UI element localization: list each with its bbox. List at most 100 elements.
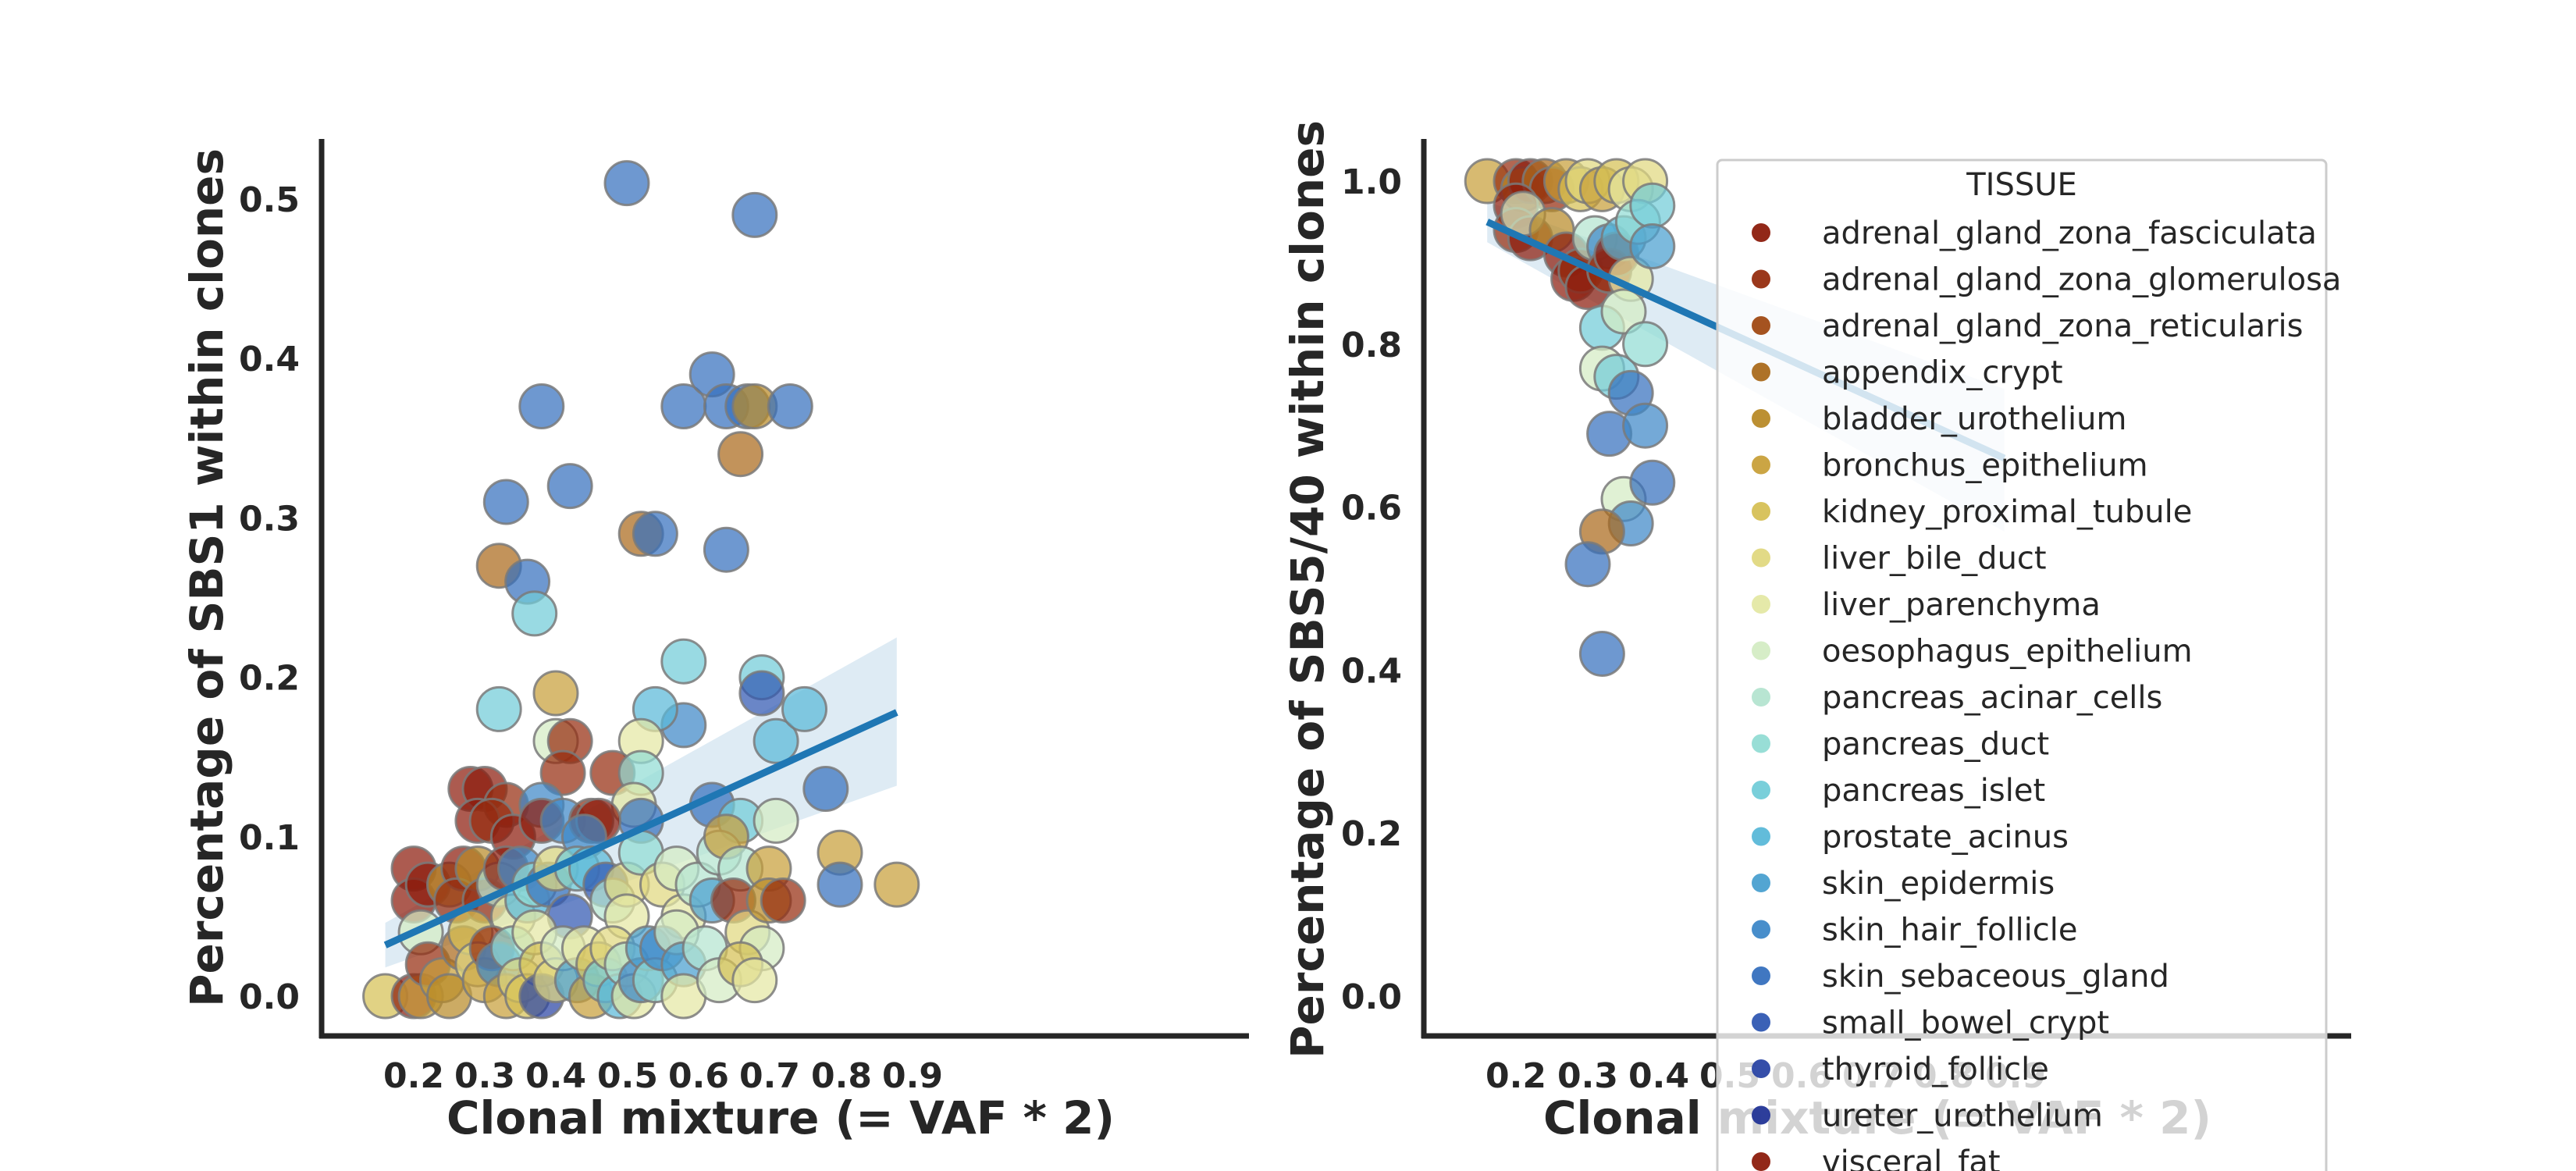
legend-box <box>1716 158 2328 1171</box>
data-point <box>760 877 806 924</box>
sbs5-40-x-tick-label: 0.2 <box>1485 1056 1546 1096</box>
data-point <box>802 766 849 812</box>
legend-label: adrenal_gland_zona_fasciculata <box>1822 215 2317 251</box>
legend-marker <box>1752 223 1770 242</box>
sbs1-y-tick-label: 0.0 <box>239 977 300 1017</box>
legend-label: adrenal_gland_zona_glomerulosa <box>1822 262 2341 298</box>
legend-marker <box>1752 595 1770 614</box>
sbs1-x-tick-label: 0.4 <box>525 1056 586 1096</box>
data-point <box>1564 541 1611 588</box>
legend-marker <box>1752 1059 1770 1078</box>
sbs1-x-tick-label: 0.6 <box>668 1056 729 1096</box>
sbs1-scatter-panel: 0.2 0.3 0.4 0.5 0.6 0.7 0.8 0.9 0.00.10.20.30.4… <box>180 139 1249 1144</box>
legend-label: pancreas_acinar_cells <box>1822 680 2162 716</box>
data-point <box>532 670 579 717</box>
legend-label: bladder_urothelium <box>1822 401 2126 437</box>
legend-marker <box>1752 874 1770 892</box>
legend-marker <box>1752 1105 1770 1125</box>
sbs1-y-axis-label: Percentage of SBS1 within clones <box>180 148 233 1007</box>
data-point <box>1578 631 1625 677</box>
legend-title: TISSUE <box>1966 167 2077 203</box>
sbs5-40-y-tick-label: 1.0 <box>1341 162 1402 202</box>
sbs5-40-y-tick-label: 0.4 <box>1341 651 1402 691</box>
legend-marker <box>1752 1013 1770 1032</box>
data-point <box>546 463 593 510</box>
legend-label: prostate_acinus <box>1822 820 2069 856</box>
data-point <box>475 685 522 732</box>
legend-label: kidney_proximal_tubule <box>1822 494 2192 530</box>
data-point <box>731 191 778 238</box>
legend-marker <box>1752 455 1770 475</box>
legend-label: skin_sebaceous_gland <box>1822 959 2169 995</box>
data-point <box>717 431 764 478</box>
sbs5-40-y-tick-label: 0.0 <box>1341 977 1402 1017</box>
legend-label: bronchus_epithelium <box>1822 448 2148 484</box>
data-point <box>731 957 778 1004</box>
legend-marker <box>1752 409 1770 428</box>
legend-marker <box>1752 362 1770 382</box>
legend-label: visceral_fat <box>1822 1144 2001 1171</box>
sbs1-x-tick-label: 0.7 <box>739 1056 800 1096</box>
legend-marker <box>1752 548 1770 568</box>
sbs5-40-x-tick-label: 0.3 <box>1557 1056 1618 1096</box>
legend-entries: adrenal_gland_zona_fasciculata adrenal_gl… <box>1752 215 2341 1171</box>
sbs5-40-y-axis-label: Percentage of SBS5/40 within clones <box>1281 120 1334 1059</box>
data-point <box>1629 223 1676 269</box>
sbs1-x-ticks: 0.2 0.3 0.4 0.5 0.6 0.7 0.8 0.9 <box>383 1056 943 1096</box>
data-point <box>817 861 863 908</box>
data-point <box>781 685 827 732</box>
data-point <box>767 383 813 429</box>
legend-marker <box>1752 966 1770 985</box>
data-point <box>1629 182 1676 229</box>
data-point <box>873 861 920 908</box>
sbs5-40-y-tick-label: 0.2 <box>1341 814 1402 854</box>
sbs5-40-x-tick-label: 0.4 <box>1628 1056 1689 1096</box>
legend-marker <box>1752 781 1770 799</box>
data-point <box>738 670 785 717</box>
data-point <box>753 797 799 844</box>
legend-label: ureter_urothelium <box>1822 1098 2103 1134</box>
legend-label: pancreas_duct <box>1822 727 2049 763</box>
sbs5-40-y-tick-label: 0.8 <box>1341 326 1402 365</box>
data-point <box>1600 288 1647 335</box>
sbs1-points <box>362 160 920 1020</box>
sbs1-fit-line <box>383 709 898 949</box>
sbs1-regression-line <box>383 709 898 949</box>
data-point <box>518 383 565 429</box>
data-point <box>1622 402 1669 449</box>
data-point <box>539 749 586 796</box>
sbs1-x-tick-label: 0.8 <box>811 1056 872 1096</box>
data-point <box>482 479 529 525</box>
legend-label: pancreas_islet <box>1822 773 2045 809</box>
legend-label: liver_parenchyma <box>1822 587 2101 623</box>
sbs5-40-y-ticks: 0.0 0.2 0.4 0.6 0.8 1.0 <box>1341 162 1402 1017</box>
sbs1-x-tick-label: 0.2 <box>383 1056 444 1096</box>
data-point <box>511 590 558 637</box>
sbs5-40-points <box>1464 158 1676 677</box>
legend-marker <box>1752 502 1770 521</box>
legend-marker <box>1752 920 1770 939</box>
sbs1-x-tick-label: 0.3 <box>454 1056 515 1096</box>
sbs1-x-axis-label: Clonal mixture (= VAF * 2) <box>447 1091 1115 1144</box>
data-point <box>703 526 749 573</box>
tissue-legend: TISSUE adrenal_gland_zona_fasciculataadr… <box>1716 158 2341 1171</box>
data-point <box>1629 459 1676 506</box>
legend-marker <box>1752 1152 1770 1171</box>
sbs1-y-ticks: 0.0 0.1 0.2 0.3 0.4 0.5 <box>239 180 300 1017</box>
legend-label: liver_bile_duct <box>1822 541 2047 577</box>
legend-marker <box>1752 316 1770 335</box>
sbs1-y-tick-label: 0.4 <box>239 340 300 379</box>
sbs1-y-tick-label: 0.3 <box>239 499 300 539</box>
data-point <box>1622 321 1669 368</box>
sbs1-y-tick-label: 0.1 <box>239 818 300 858</box>
legend-marker <box>1752 688 1770 707</box>
sbs5-40-y-tick-label: 0.6 <box>1341 489 1402 529</box>
legend-label: appendix_crypt <box>1822 355 2063 391</box>
sbs1-y-tick-label: 0.5 <box>239 180 300 220</box>
data-point <box>753 717 799 764</box>
legend-label: adrenal_gland_zona_reticularis <box>1822 308 2303 344</box>
legend-label: skin_epidermis <box>1822 866 2055 902</box>
data-point <box>632 511 678 557</box>
legend-label: skin_hair_follicle <box>1822 913 2078 949</box>
